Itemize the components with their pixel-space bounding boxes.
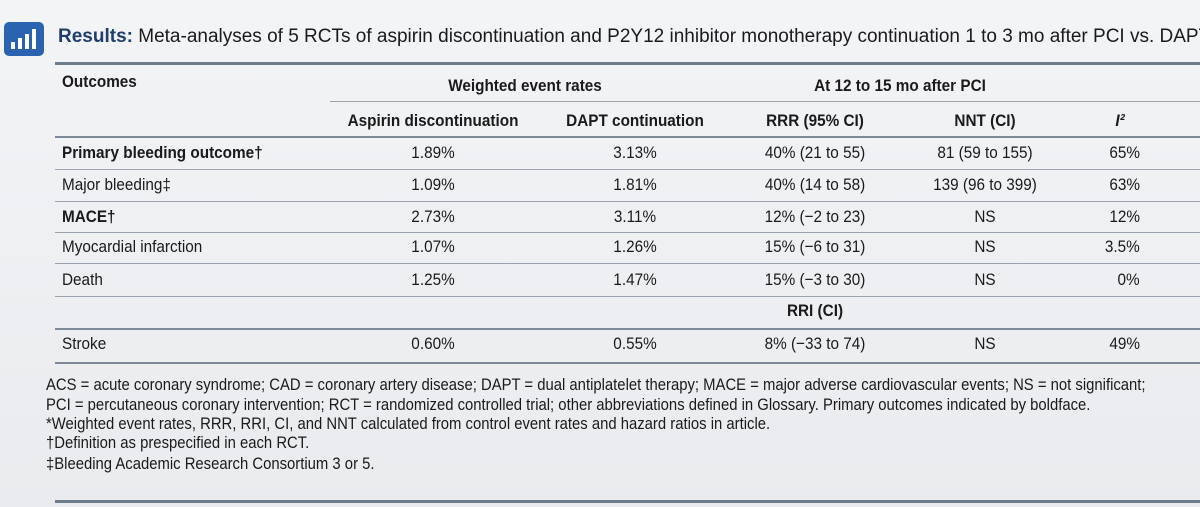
column-header: DAPT continuation: [566, 111, 704, 130]
rule: [55, 296, 1200, 297]
rule: [55, 328, 1200, 330]
cell: 1.26%: [613, 237, 657, 256]
title-label: Results:: [58, 26, 133, 47]
cell: 1.09%: [411, 175, 455, 194]
cell: 1.81%: [613, 175, 657, 194]
cell: 65%: [1109, 143, 1140, 162]
row-label: Primary bleeding outcome†: [62, 143, 263, 162]
chart-icon: [4, 22, 44, 56]
cell: NS: [974, 207, 996, 226]
footnote: PCI = percutaneous coronary intervention…: [46, 396, 1091, 414]
subheader: RRI (CI): [786, 301, 844, 320]
cell: 3.13%: [613, 143, 657, 162]
rule: [55, 500, 1200, 503]
cell: 1.47%: [613, 270, 657, 289]
cell: 12% (−2 to 23): [764, 207, 866, 226]
cell: 40% (21 to 55): [764, 143, 866, 162]
group-header: At 12 to 15 mo after PCI: [814, 76, 986, 95]
cell: 81 (59 to 155): [937, 143, 1033, 162]
cell: 15% (−6 to 31): [764, 237, 866, 256]
column-header: NNT (CI): [954, 111, 1016, 130]
cell: 8% (−33 to 74): [764, 334, 866, 353]
cell: 2.73%: [411, 207, 455, 226]
group-header: Outcomes: [62, 72, 137, 91]
cell: NS: [974, 237, 996, 256]
cell: 0.60%: [411, 334, 455, 353]
row-label: Death: [62, 270, 103, 289]
rule: [55, 201, 1200, 202]
cell: 0.55%: [613, 334, 657, 353]
cell: 15% (−3 to 30): [764, 270, 866, 289]
footnote: ACS = acute coronary syndrome; CAD = cor…: [46, 376, 1146, 394]
cell: NS: [974, 270, 996, 289]
footnote: †Definition as prespecified in each RCT.: [46, 434, 310, 452]
group-header: Weighted event rates: [448, 76, 602, 95]
rule: [330, 101, 1200, 102]
cell: 139 (96 to 399): [933, 175, 1037, 194]
cell: 49%: [1109, 334, 1140, 353]
rule: [55, 62, 1200, 65]
cell: 1.07%: [411, 237, 455, 256]
cell: 40% (14 to 58): [764, 175, 866, 194]
rule: [55, 232, 1200, 233]
row-label: Major bleeding‡: [62, 175, 171, 194]
rule: [55, 263, 1200, 264]
cell: 1.89%: [411, 143, 455, 162]
cell: NS: [974, 334, 996, 353]
column-header: Aspirin discontinuation: [347, 111, 519, 130]
cell: 3.11%: [613, 207, 657, 226]
cell: 3.5%: [1105, 237, 1140, 256]
cell: 1.25%: [411, 270, 455, 289]
rule: [55, 169, 1200, 170]
cell: 63%: [1109, 175, 1140, 194]
row-label: Stroke: [62, 334, 107, 353]
column-header: I²: [1115, 111, 1125, 130]
title-text: Meta-analyses of 5 RCTs of aspirin disco…: [138, 26, 1200, 47]
footnote: ‡Bleeding Academic Research Consortium 3…: [46, 455, 375, 473]
rule: [55, 362, 1200, 364]
footnote: *Weighted event rates, RRR, RRI, CI, and…: [46, 415, 771, 433]
rule: [55, 136, 1200, 138]
cell: 12%: [1109, 207, 1140, 226]
cell: 0%: [1117, 270, 1140, 289]
row-label: Myocardial infarction: [62, 237, 203, 256]
column-header: RRR (95% CI): [766, 111, 864, 130]
row-label: MACE†: [62, 207, 116, 226]
title: Results: Meta-analyses of 5 RCTs of aspi…: [58, 26, 1200, 48]
